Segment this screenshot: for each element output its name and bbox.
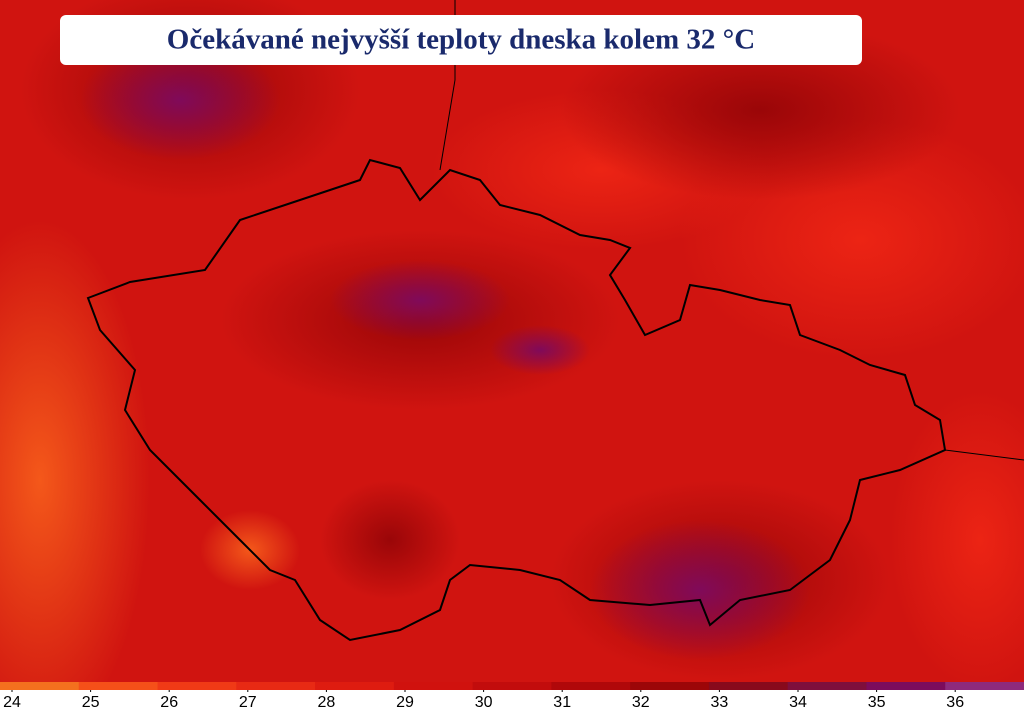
tick-label: 24 bbox=[3, 694, 21, 711]
tick-label: 25 bbox=[82, 694, 100, 711]
title-background bbox=[60, 15, 862, 65]
tick-label: 29 bbox=[396, 694, 414, 711]
tick-label: 26 bbox=[160, 694, 178, 711]
legend-swatch bbox=[236, 682, 316, 690]
legend-swatch bbox=[866, 682, 946, 690]
tick-label: 35 bbox=[868, 694, 886, 711]
title: Očekávané nejvyšší teploty dneska kolem … bbox=[167, 24, 755, 56]
legend-swatch bbox=[787, 682, 867, 690]
legend-swatch bbox=[157, 682, 237, 690]
legend: 24 25 26 27 28 29 30 31 32 33 34 35 36 bbox=[0, 682, 1024, 716]
country-border bbox=[86, 158, 947, 642]
legend-swatch bbox=[393, 682, 474, 690]
legend-swatch bbox=[945, 682, 1024, 690]
tick-label: 32 bbox=[632, 694, 650, 711]
legend-swatch bbox=[630, 682, 710, 690]
tick-label: 30 bbox=[475, 694, 493, 711]
legend-swatch bbox=[708, 682, 789, 690]
title-box: Očekávané nejvyšší teploty dneska kolem … bbox=[60, 15, 862, 65]
tick-label: 28 bbox=[318, 694, 336, 711]
tick-label: 27 bbox=[239, 694, 257, 711]
legend-swatch bbox=[551, 682, 631, 690]
legend-swatch bbox=[0, 682, 80, 690]
legend-swatch bbox=[472, 682, 552, 690]
legend-swatch bbox=[315, 682, 395, 690]
tick-label: 33 bbox=[711, 694, 729, 711]
tick-label: 36 bbox=[946, 694, 964, 711]
tick-label: 34 bbox=[789, 694, 807, 711]
tick-label: 31 bbox=[553, 694, 571, 711]
legend-swatch bbox=[78, 682, 159, 690]
